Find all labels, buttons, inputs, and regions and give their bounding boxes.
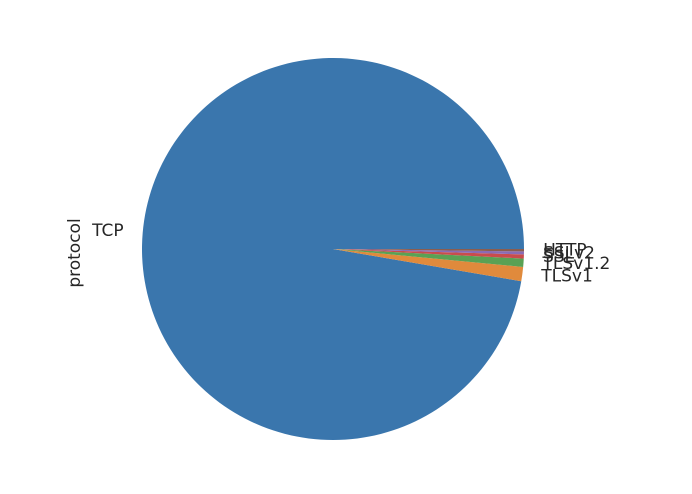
- y-axis-label: protocol: [65, 218, 85, 287]
- pie-slice-sslv2: [333, 249, 524, 255]
- pie-slice-tlsv1-2: [333, 249, 524, 267]
- pie-slice-ssl: [333, 249, 524, 259]
- pie-slices: [141, 58, 525, 441]
- pie-slice-tcp: [141, 58, 525, 441]
- pie-slice-tlsv1: [333, 249, 524, 282]
- pie-label-tcp: TCP: [91, 221, 124, 241]
- pie-slice-http: [333, 249, 524, 252]
- pie-label-ssl: SSL: [543, 247, 575, 267]
- pie-label-http: HTTP: [543, 240, 587, 260]
- pie-label-sslv2: SSLv2: [543, 243, 595, 263]
- pie-label-tlsv1-2: TLSv1.2: [542, 254, 611, 274]
- pie-label-tlsv1: TLSv1: [540, 267, 593, 287]
